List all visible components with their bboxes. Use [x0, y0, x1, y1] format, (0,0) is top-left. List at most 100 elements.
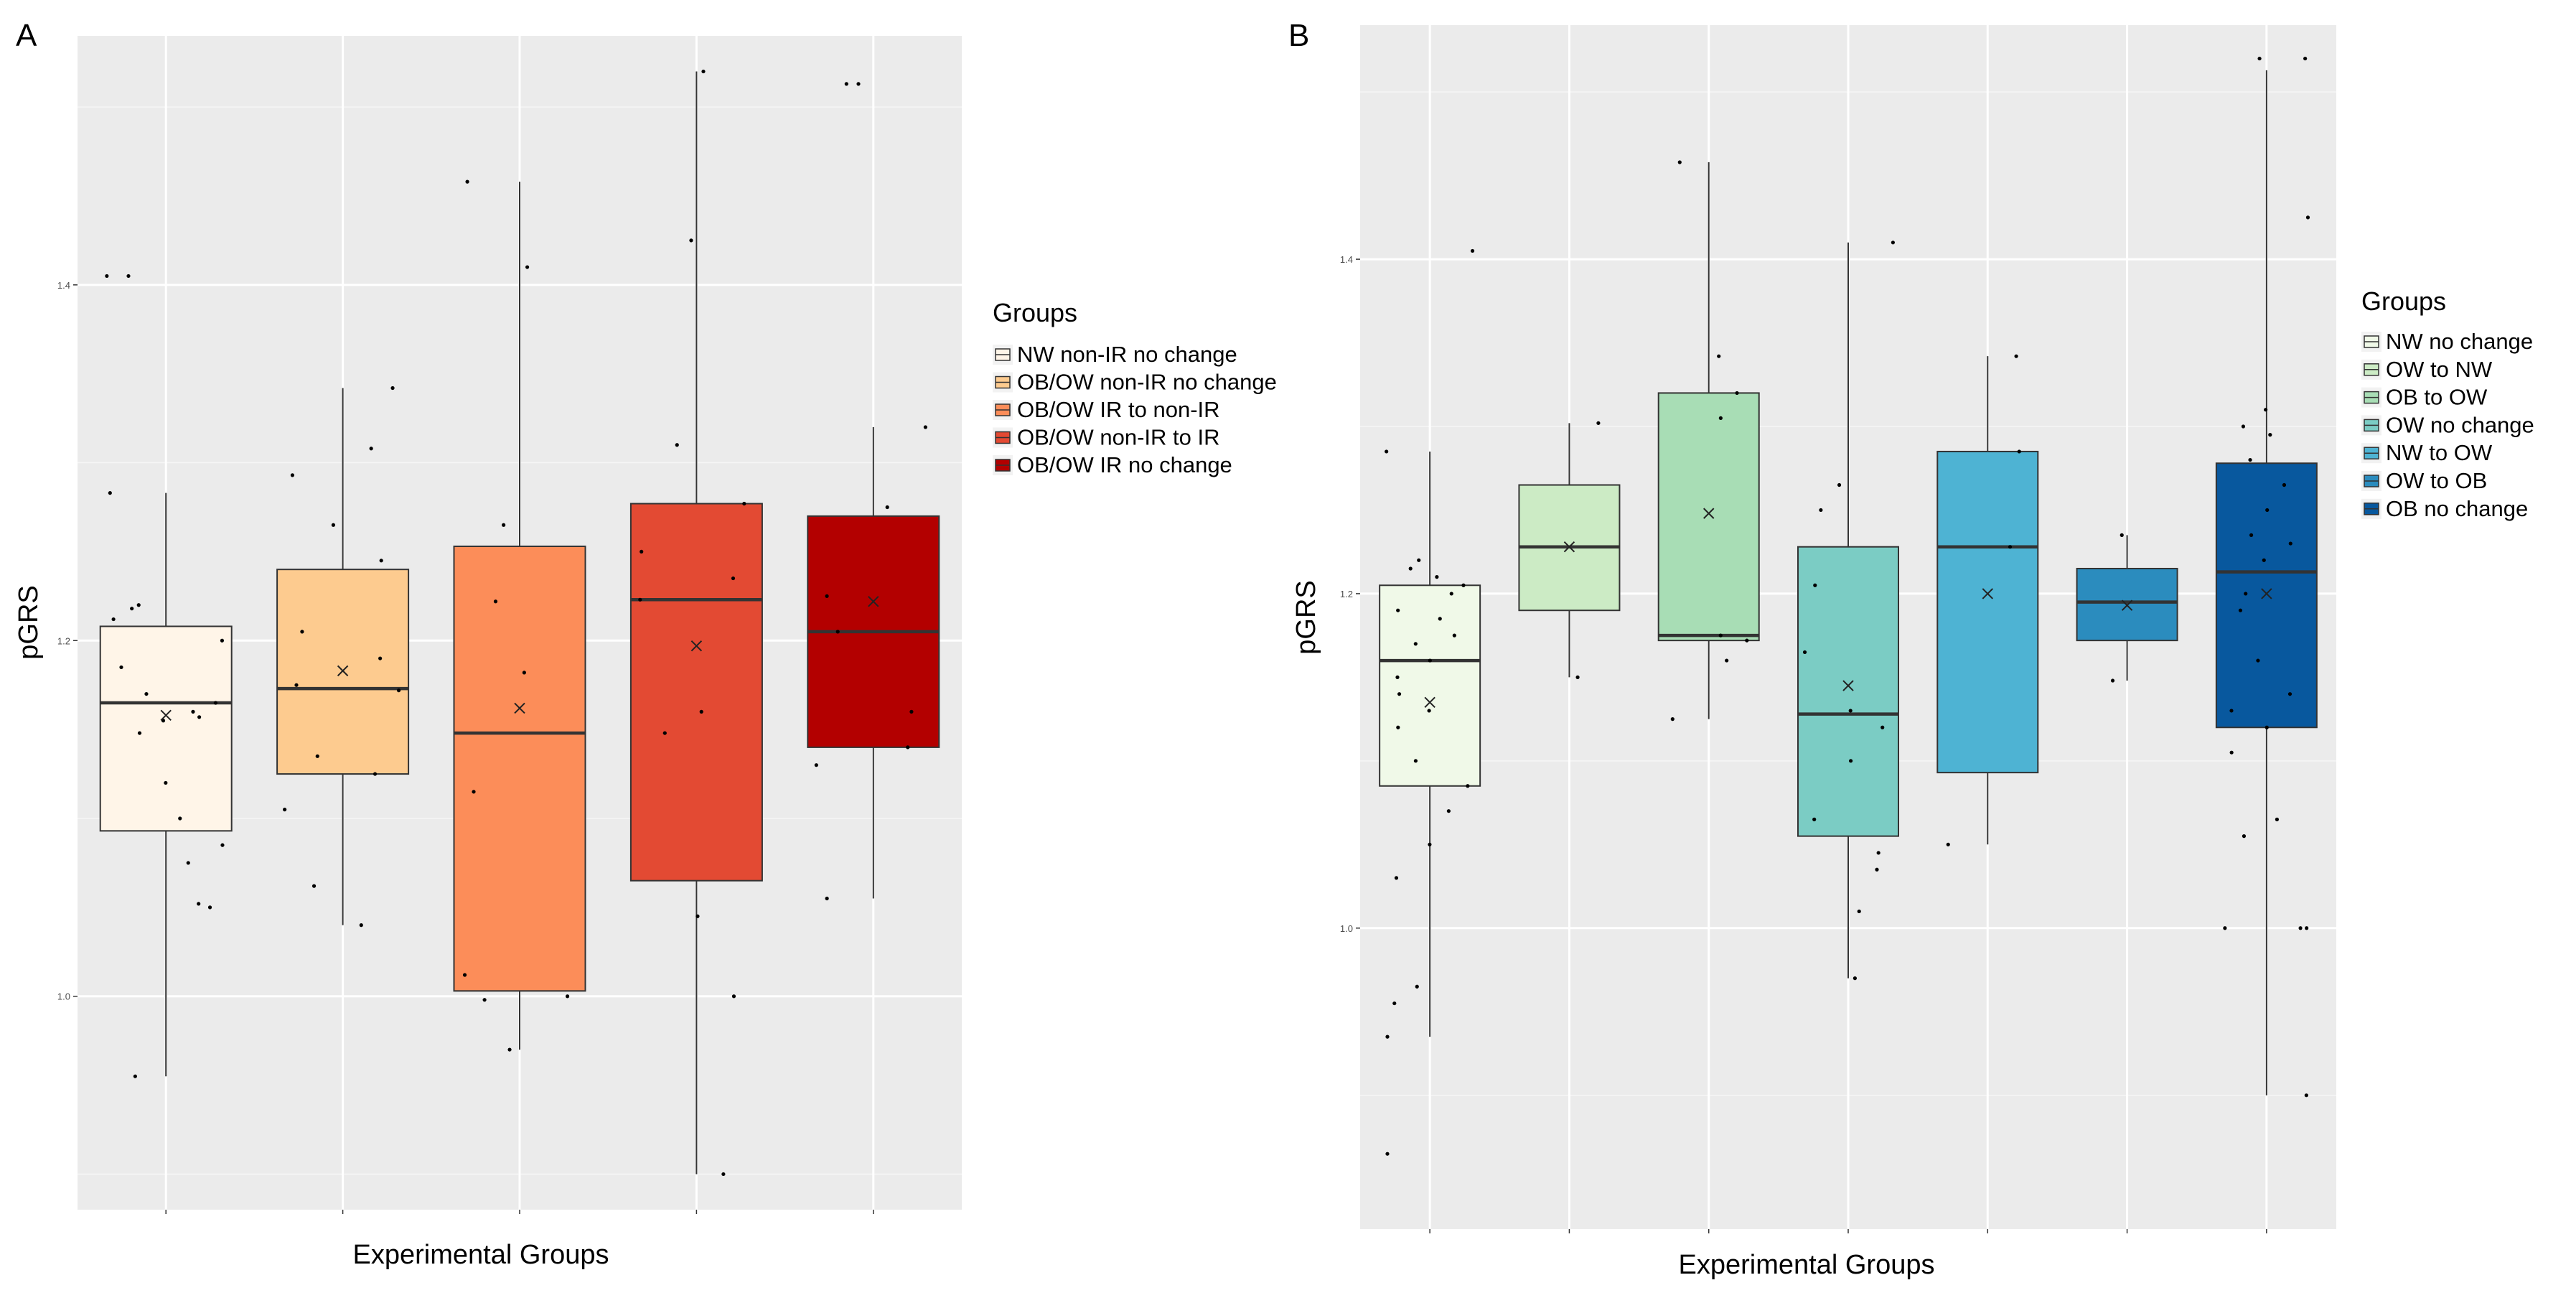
data-point: [1417, 558, 1421, 562]
y-tick-label: 1.2: [57, 635, 70, 646]
mean-marker: [337, 665, 349, 677]
legend-label: OB to OW: [2386, 385, 2488, 410]
box-group: [276, 386, 410, 928]
data-point: [1725, 658, 1729, 663]
panel-a: A 1.0 1.2 1.4 Experimental Groups pGRS Gro…: [14, 18, 1277, 1270]
x-axis-title-a: Experimental Groups: [353, 1240, 609, 1270]
data-point: [1891, 241, 1895, 245]
box: [1936, 450, 2039, 774]
data-point: [502, 523, 506, 527]
data-point: [191, 709, 195, 714]
data-point: [312, 884, 317, 888]
data-point: [126, 274, 131, 279]
data-point: [565, 994, 570, 999]
data-point: [2262, 558, 2266, 562]
data-point: [1881, 725, 1885, 729]
box-group: [1379, 248, 1481, 1156]
data-point: [1812, 817, 1817, 821]
data-point: [675, 443, 679, 447]
data-point: [108, 491, 112, 495]
data-point: [1848, 759, 1853, 763]
legend-label: OB/OW IR no change: [1017, 452, 1232, 477]
data-point: [1428, 658, 1432, 663]
legend-label: OB no change: [2386, 496, 2528, 521]
data-point: [522, 671, 526, 675]
data-point: [1385, 1152, 1390, 1156]
mean-marker-stroke: [2261, 588, 2272, 599]
mean-marker-stroke: [1563, 541, 1575, 553]
y-tick-label: 1.4: [1340, 254, 1353, 265]
mean-marker: [868, 596, 879, 607]
legend-title-b: Groups: [2361, 286, 2446, 316]
data-point: [1435, 575, 1439, 579]
data-point: [701, 69, 706, 74]
data-point: [1408, 566, 1413, 571]
data-point: [1670, 717, 1675, 722]
data-point: [2264, 408, 2268, 412]
data-point: [640, 549, 644, 554]
data-point: [835, 630, 840, 634]
data-point: [2120, 533, 2124, 537]
data-point: [331, 523, 336, 527]
data-point: [300, 630, 304, 634]
legend-label: OB/OW non-IR to IR: [1017, 425, 1220, 450]
data-point: [2282, 482, 2287, 487]
box: [1379, 584, 1481, 787]
data-point: [742, 501, 746, 506]
mean-marker-stroke: [1424, 696, 1435, 709]
data-point: [462, 973, 467, 977]
legend-label: OB/OW non-IR no change: [1017, 370, 1277, 395]
data-point: [178, 816, 182, 821]
data-point: [465, 179, 469, 184]
data-point: [396, 688, 401, 693]
data-point: [197, 902, 201, 906]
mean-marker-stroke: [1982, 588, 1993, 599]
legend-label: NW no change: [2386, 329, 2533, 354]
data-point: [525, 265, 530, 269]
y-tick-label: 1.4: [57, 280, 70, 291]
mean-marker-stroke: [514, 702, 525, 714]
mean-marker: [514, 702, 525, 714]
data-point: [1446, 809, 1451, 813]
data-point: [1428, 842, 1432, 846]
data-point: [1385, 1035, 1390, 1039]
data-point: [1385, 449, 1389, 454]
y-ticks-a: 1.0 1.2 1.4: [57, 280, 874, 1214]
data-point: [144, 691, 149, 696]
data-point: [2264, 725, 2269, 729]
data-point: [1876, 851, 1881, 855]
data-point: [1837, 482, 1842, 487]
data-point: [1575, 675, 1580, 679]
data-point: [2008, 545, 2013, 549]
data-point: [2014, 354, 2018, 358]
legend-title-a: Groups: [993, 298, 1077, 327]
data-point: [359, 923, 363, 928]
data-point: [315, 754, 319, 758]
data-point: [133, 1074, 137, 1078]
data-point: [1735, 391, 1739, 396]
data-point: [482, 998, 487, 1002]
data-point: [220, 638, 225, 643]
mean-marker: [2261, 588, 2272, 599]
y-ticks-b: 1.0 1.2 1.4: [1340, 254, 2267, 1233]
data-point: [1677, 160, 1682, 164]
data-point: [1466, 784, 1470, 788]
mean-marker: [690, 640, 703, 652]
box-group: [1797, 241, 1899, 981]
data-point: [721, 1172, 726, 1177]
data-point: [186, 861, 190, 865]
panel-letter-a: A: [16, 18, 37, 53]
data-point: [2229, 750, 2234, 755]
panel-b: B 1.0 1.2 1.4 Experimental Groups pGRS Gro…: [1288, 18, 2534, 1280]
data-point: [2304, 1093, 2308, 1098]
data-point: [1413, 642, 1418, 646]
data-point: [130, 607, 134, 611]
data-point: [1395, 675, 1400, 679]
legend-a: Groups NW non-IR no change OB/OW non-IR n…: [993, 298, 1277, 477]
data-point: [1397, 692, 1402, 696]
data-point: [379, 559, 383, 563]
mean-marker: [1563, 541, 1575, 553]
data-point: [1802, 650, 1807, 655]
y-axis-title-a: pGRS: [14, 585, 44, 659]
data-point: [844, 82, 848, 86]
